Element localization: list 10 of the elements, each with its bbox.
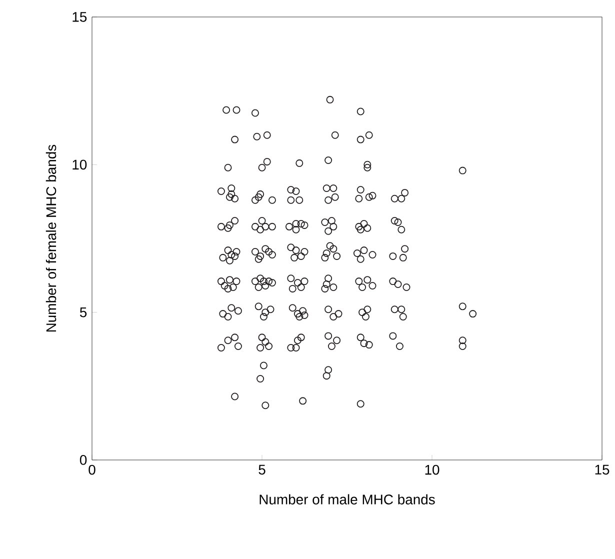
y-tick-label: 10 — [72, 160, 87, 170]
y-tick-label: 15 — [72, 12, 87, 22]
x-axis-title: Number of male MHC bands — [260, 494, 435, 504]
x-tick-label: 15 — [595, 464, 610, 475]
x-tick-label: 5 — [258, 464, 266, 475]
y-axis-title: Number of female MHC bands — [46, 144, 56, 332]
x-tick-label: 0 — [88, 464, 96, 475]
y-tick-label: 5 — [80, 307, 87, 318]
x-tick-label: 10 — [425, 464, 440, 475]
y-tick-label: 0 — [80, 455, 87, 465]
